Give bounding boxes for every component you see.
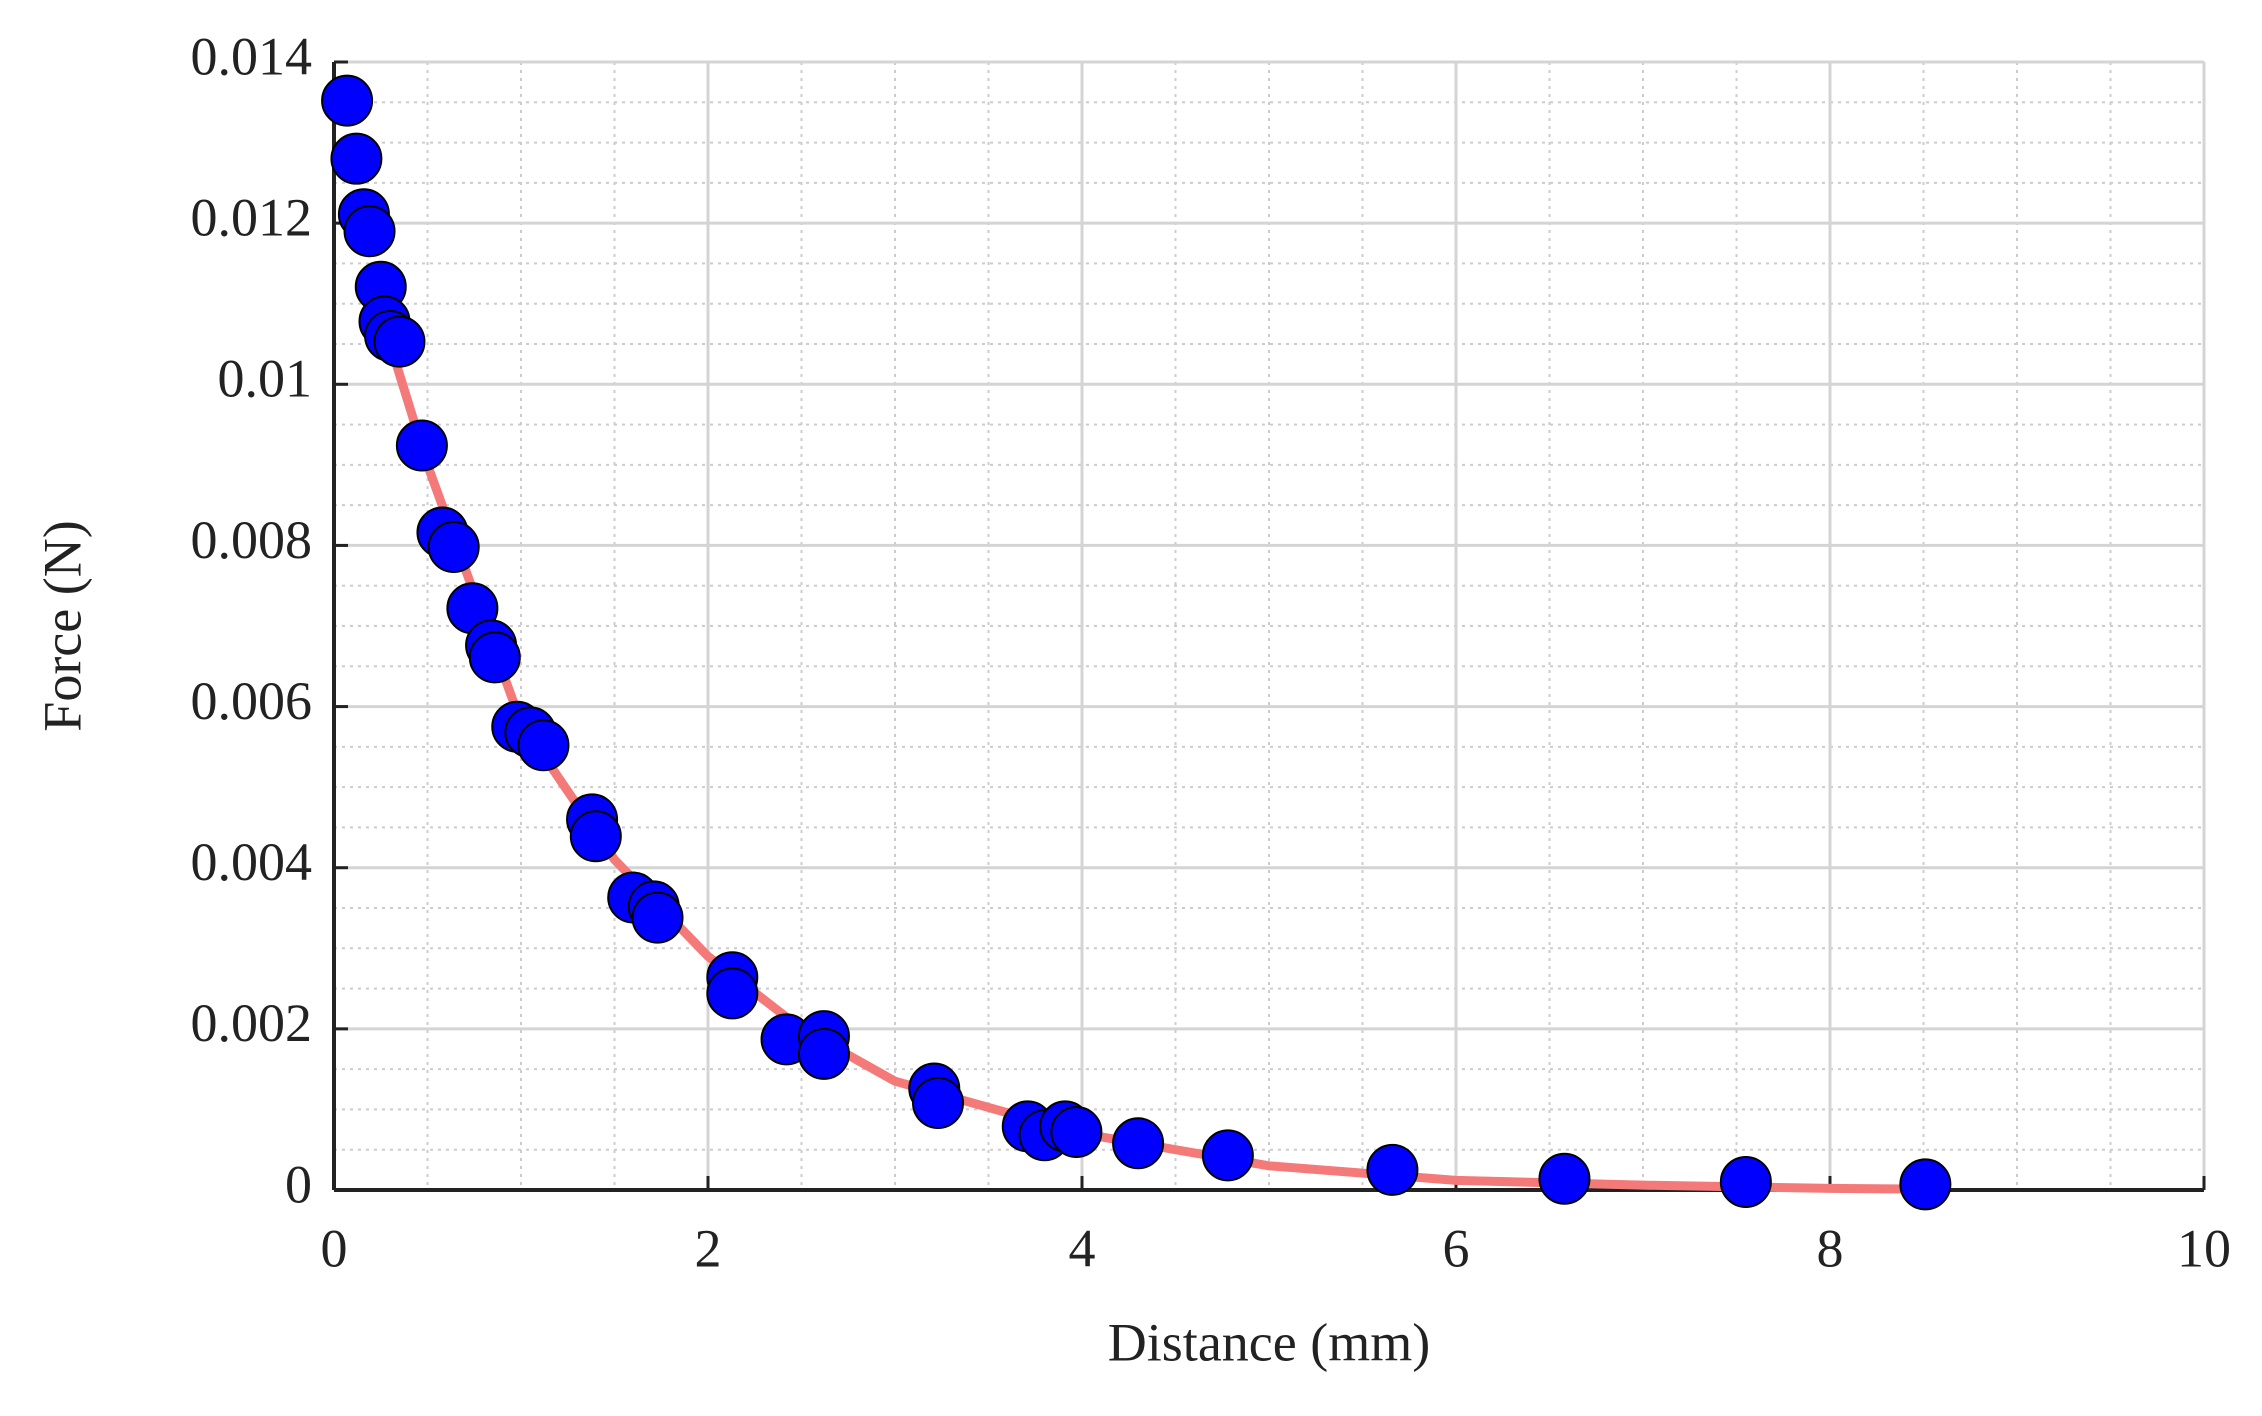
data-point (395, 419, 448, 472)
fit-line (385, 339, 1928, 1194)
data-point (468, 631, 521, 684)
data-point (569, 810, 622, 863)
y-tick-label: 0.006 (191, 671, 313, 731)
x-tick-label: 6 (1443, 1218, 1470, 1278)
data-point (706, 967, 759, 1020)
data-point (1538, 1152, 1591, 1205)
data-point (631, 891, 684, 944)
data-point (1719, 1155, 1772, 1208)
data-point (373, 315, 426, 368)
y-tick-label: 0.008 (191, 510, 313, 570)
y-tick-label: 0.014 (191, 26, 313, 86)
x-axis-label: Distance (mm) (1108, 1312, 1430, 1372)
x-tick-label: 2 (695, 1218, 722, 1278)
x-tick-label: 4 (1069, 1218, 1096, 1278)
data-point (427, 521, 480, 574)
y-tick-label: 0.002 (191, 993, 313, 1053)
y-axis-label: Force (N) (32, 520, 92, 731)
data-point (1112, 1117, 1165, 1170)
x-tick-label: 10 (2177, 1218, 2231, 1278)
data-point (321, 74, 374, 127)
y-tick-label: 0.004 (191, 832, 313, 892)
y-tick-label: 0.01 (218, 349, 313, 409)
y-tick-label: 0.012 (191, 188, 313, 248)
data-point (1050, 1105, 1103, 1158)
data-point (1201, 1129, 1254, 1182)
data-point (797, 1027, 850, 1080)
data-point (517, 719, 570, 772)
data-point (1366, 1143, 1419, 1196)
data-point (1899, 1158, 1952, 1211)
data-point (330, 132, 383, 185)
x-tick-label: 8 (1817, 1218, 1844, 1278)
x-tick-label: 0 (321, 1218, 348, 1278)
data-point (912, 1076, 965, 1129)
data-point (343, 205, 396, 258)
y-tick-label: 0 (285, 1154, 312, 1214)
